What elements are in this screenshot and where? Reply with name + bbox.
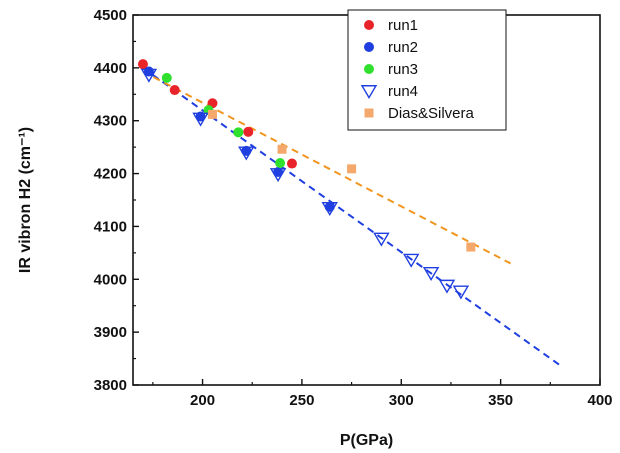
legend-label-run1: run1	[388, 17, 418, 34]
point-run1	[243, 126, 254, 137]
x-tick-label: 350	[488, 392, 513, 409]
y-tick-label: 3900	[94, 324, 127, 341]
point-run4	[321, 201, 338, 216]
x-tick-label: 300	[389, 392, 414, 409]
point-run4	[269, 168, 287, 183]
x-tick-label: 400	[587, 392, 612, 409]
legend-label-run4: run4	[388, 83, 418, 100]
x-tick-label: 250	[289, 392, 314, 409]
point-dias-silvera	[207, 109, 217, 119]
fit-line	[142, 70, 512, 265]
point-run3	[275, 158, 286, 168]
point-run4	[140, 68, 158, 83]
y-tick-label: 4300	[94, 113, 127, 130]
point-run4	[452, 285, 470, 300]
point-dias-silvera	[466, 242, 476, 252]
legend-marker-dias-silvera	[364, 108, 374, 118]
point-dias-silvera	[347, 164, 357, 174]
point-run3	[161, 72, 172, 83]
y-tick-label: 3800	[94, 377, 127, 394]
y-tick-label: 4000	[94, 271, 127, 288]
point-run4	[402, 253, 420, 268]
point-run4	[422, 266, 440, 281]
legend-box	[347, 9, 507, 131]
legend-marker-run4	[360, 85, 378, 100]
point-run4	[238, 146, 255, 161]
legend-marker-run1	[364, 20, 374, 30]
point-run1	[286, 158, 297, 169]
legend-label-run2: run2	[388, 39, 418, 56]
legend-label-run3: run3	[388, 61, 418, 78]
point-run2	[241, 145, 252, 156]
point-run3	[233, 127, 244, 138]
legend: run1 run2 run3 run4 Dias&Silvera	[347, 9, 507, 131]
y-tick-label: 4200	[94, 166, 127, 183]
y-tick-label: 4400	[94, 60, 127, 77]
point-run4	[438, 279, 456, 294]
legend-marker-run2	[364, 42, 374, 52]
y-tick-label: 4500	[94, 7, 127, 24]
data-points	[137, 59, 476, 300]
point-run4	[192, 112, 209, 127]
x-axis-title: P(GPa)	[340, 432, 393, 449]
y-tick-label: 4100	[94, 218, 127, 235]
x-tick-label: 200	[190, 392, 215, 409]
y-axis-title: IR vibron H2 (cm⁻¹)	[17, 127, 34, 273]
point-run1	[169, 85, 180, 96]
point-run4	[373, 232, 390, 247]
point-dias-silvera	[277, 144, 287, 154]
legend-marker-run3	[364, 64, 374, 74]
point-run1	[137, 59, 148, 70]
axis-ticks: 200 250 300 350 400 3800 3900 4000 4100 4200 4300 4…	[94, 7, 613, 409]
legend-label-dias-silvera: Dias&Silvera	[388, 105, 475, 122]
